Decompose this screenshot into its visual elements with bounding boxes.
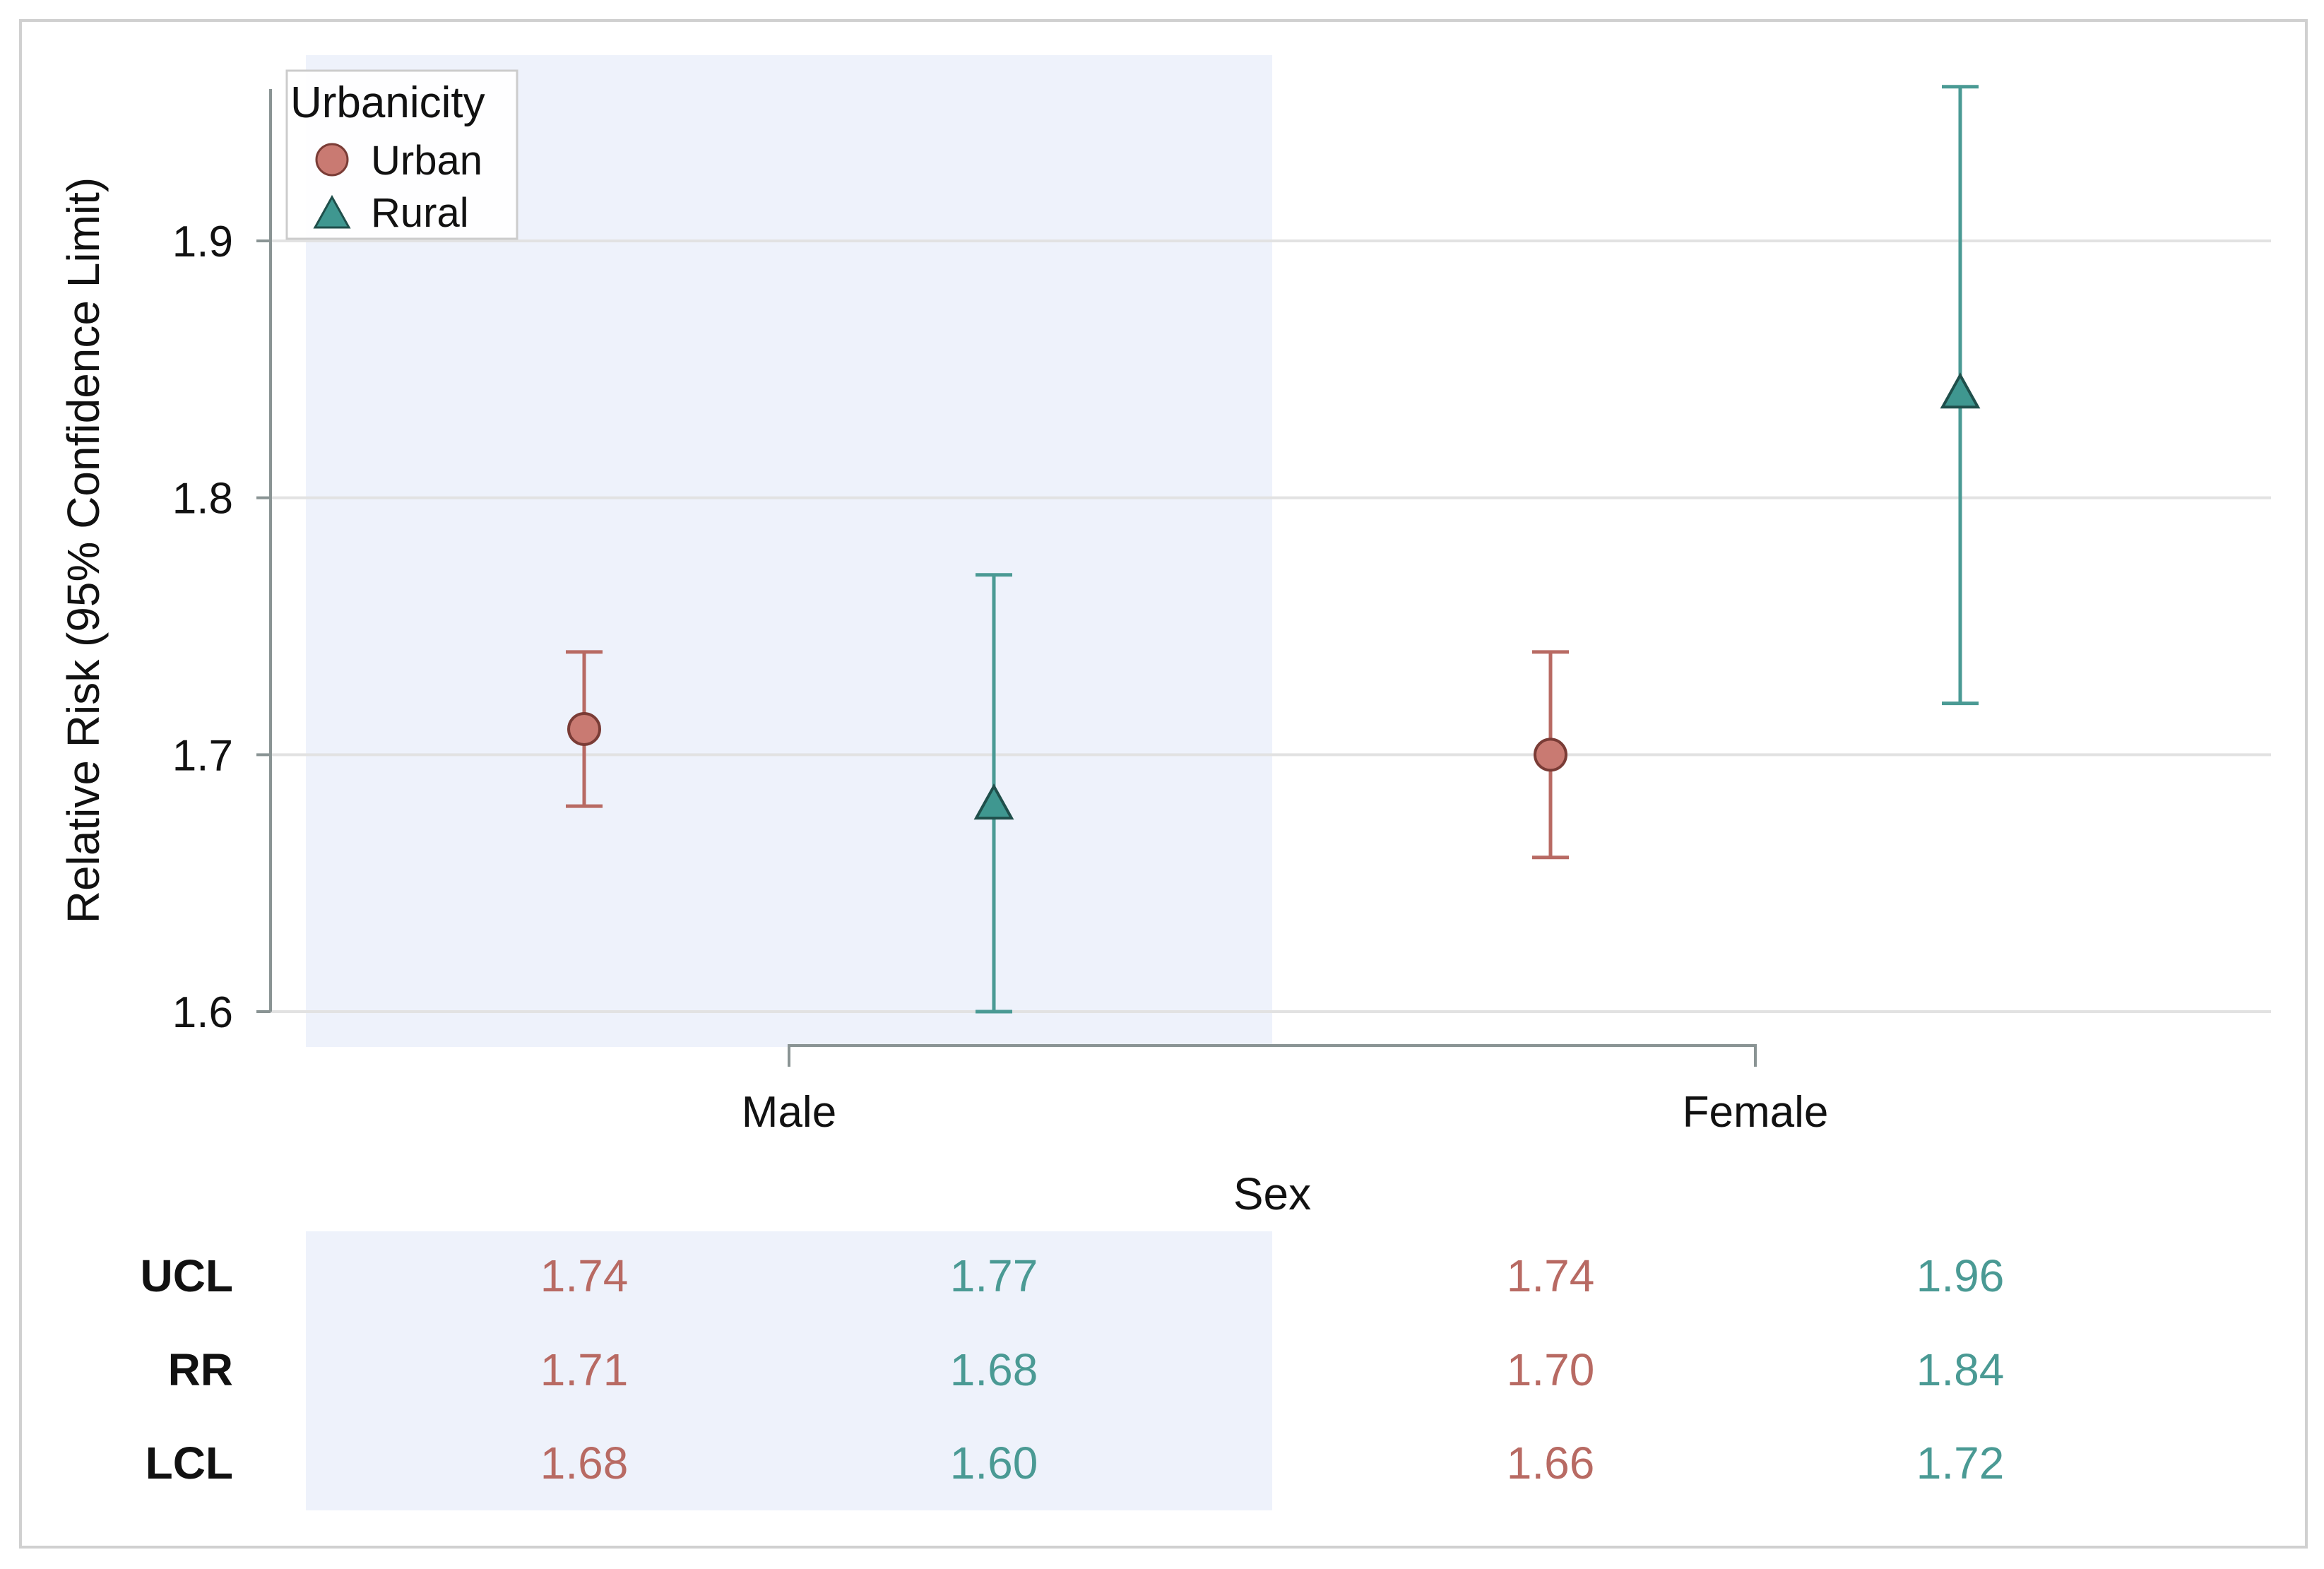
x-category-label: Female [1683, 1088, 1829, 1137]
table-cell: 1.68 [950, 1344, 1038, 1395]
legend-rural-marker [313, 194, 351, 229]
rural-point [1940, 372, 1981, 409]
x-axis-category-labels: Male Female [742, 1088, 1829, 1137]
y-tick-label: 1.8 [172, 475, 233, 523]
data-markers [567, 372, 1981, 820]
y-tick-label: 1.7 [172, 731, 233, 780]
y-tick-label: 1.6 [172, 988, 233, 1037]
legend: Urbanicity Urban Rural [285, 69, 518, 240]
table-cell: 1.70 [1507, 1344, 1595, 1395]
legend-urban-label: Urban [371, 138, 482, 184]
x-axis-label: Sex [1233, 1168, 1311, 1219]
x-axis-bracket [788, 1044, 1757, 1067]
legend-rural-label: Rural [371, 190, 469, 236]
rural-point [973, 783, 1014, 820]
table-cell: 1.74 [540, 1250, 629, 1301]
table-cell: 1.66 [1507, 1438, 1595, 1488]
table-cell: 1.74 [1507, 1250, 1595, 1301]
table-row-label: RR [168, 1344, 233, 1395]
table-cell: 1.71 [540, 1344, 629, 1395]
shaded-band-table [306, 1231, 1272, 1510]
y-tick-label: 1.9 [172, 218, 233, 266]
y-axis-label: Relative Risk (95% Confidence Limit) [58, 177, 109, 923]
table-row-label: UCL [140, 1250, 233, 1301]
table-cell: 1.68 [540, 1438, 629, 1488]
legend-urban-marker [315, 143, 349, 177]
legend-title: Urbanicity [290, 78, 485, 127]
table-cell: 1.96 [1916, 1250, 2005, 1301]
urban-point [567, 711, 601, 746]
gridlines [271, 239, 2271, 1013]
table-cell: 1.72 [1916, 1438, 2005, 1488]
y-axis-ticks: 1.6 1.7 1.8 1.9 [172, 218, 271, 1037]
x-category-label: Male [742, 1088, 836, 1137]
table-cell: 1.77 [950, 1250, 1038, 1301]
statistics-table: UCL 1.74 1.74 1.77 1.96 RR 1.71 1.70 1.68 1.84 LCL… [140, 1250, 2004, 1488]
urban-point [1534, 738, 1567, 772]
table-row-label: LCL [146, 1438, 233, 1488]
table-cell: 1.60 [950, 1438, 1038, 1488]
table-cell: 1.84 [1916, 1344, 2005, 1395]
